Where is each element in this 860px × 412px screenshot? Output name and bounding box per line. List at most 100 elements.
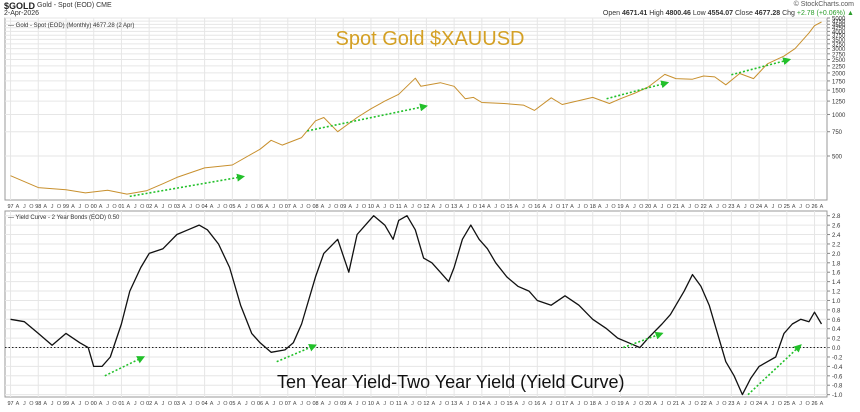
series-legend: — Gold - Spot (EOD) (Monthly) 4677.28 (2… <box>8 23 134 29</box>
x-month-label: A <box>237 204 241 210</box>
x-year-label: 08 <box>312 204 318 210</box>
x-month-label: O <box>112 204 117 210</box>
x-year-label: 19 <box>617 401 623 407</box>
x-month-label: J <box>23 401 26 407</box>
x-year-label: 26 <box>811 204 817 210</box>
x-year-label: 06 <box>257 401 263 407</box>
x-month-label: J <box>217 401 220 407</box>
x-month-label: J <box>578 204 581 210</box>
y-tick-label: 0.8 <box>832 308 841 314</box>
x-year-label: 13 <box>451 401 457 407</box>
x-month-label: A <box>598 401 602 407</box>
x-month-label: O <box>611 204 616 210</box>
x-month-label: O <box>140 204 145 210</box>
x-year-label: 14 <box>479 401 485 407</box>
x-month-label: O <box>57 401 62 407</box>
x-month-label: O <box>112 401 117 407</box>
y-tick-label: 500 <box>832 155 843 161</box>
x-month-label: A <box>16 401 20 407</box>
x-year-label: 05 <box>229 204 235 210</box>
x-month-label: O <box>251 204 256 210</box>
y-tick-label: 2750 <box>832 52 846 58</box>
x-month-label: A <box>515 204 519 210</box>
y-tick-label: 5000 <box>832 17 846 23</box>
x-year-label: 04 <box>202 204 208 210</box>
x-month-label: J <box>439 204 442 210</box>
x-month-label: A <box>265 401 269 407</box>
x-year-label: 23 <box>728 204 734 210</box>
x-month-label: O <box>473 204 478 210</box>
quote-readout: Open 4671.41 High 4800.46 Low 4554.07 Cl… <box>603 10 854 17</box>
x-month-label: A <box>99 204 103 210</box>
x-month-label: A <box>570 204 574 210</box>
x-month-label: A <box>542 204 546 210</box>
chg-label: Chg <box>782 10 795 17</box>
x-month-label: O <box>279 204 284 210</box>
x-month-label: J <box>245 401 248 407</box>
x-month-label: J <box>51 401 54 407</box>
x-month-label: A <box>71 401 75 407</box>
y-tick-label: 2.0 <box>832 252 841 258</box>
x-year-label: 07 <box>285 204 291 210</box>
x-month-label: O <box>140 401 145 407</box>
x-year-label: 00 <box>91 204 97 210</box>
x-year-label: 22 <box>701 204 707 210</box>
x-year-label: 99 <box>63 401 69 407</box>
gold-price-line <box>10 21 822 195</box>
x-month-label: A <box>348 204 352 210</box>
y-tick-label: 4250 <box>832 26 846 32</box>
x-month-label: J <box>23 204 26 210</box>
x-month-label: A <box>515 401 519 407</box>
x-year-label: 15 <box>507 401 513 407</box>
x-month-label: O <box>85 204 90 210</box>
high-label: High <box>649 10 664 17</box>
x-year-label: 98 <box>35 401 41 407</box>
x-month-label: A <box>376 204 380 210</box>
x-month-label: J <box>356 401 359 407</box>
x-month-label: O <box>362 204 367 210</box>
x-month-label: O <box>667 401 672 407</box>
x-month-label: O <box>279 401 284 407</box>
x-year-label: 24 <box>756 401 762 407</box>
x-month-label: J <box>78 204 81 210</box>
close-label: Close <box>734 10 753 17</box>
x-month-label: J <box>189 204 192 210</box>
open-value: 4671.41 <box>621 10 648 17</box>
y-tick-label: 1500 <box>832 89 846 95</box>
x-year-label: 23 <box>728 401 734 407</box>
y-tick-label: -0.2 <box>832 355 843 361</box>
x-month-label: O <box>168 401 173 407</box>
x-month-label: J <box>494 401 497 407</box>
x-year-label: 98 <box>35 204 41 210</box>
x-year-label: 09 <box>340 401 346 407</box>
x-month-label: O <box>223 204 228 210</box>
x-month-label: O <box>196 204 201 210</box>
y-tick-label: 1.8 <box>832 261 841 267</box>
x-month-label: A <box>681 204 685 210</box>
x-year-label: 00 <box>91 401 97 407</box>
x-month-label: J <box>411 401 414 407</box>
x-year-label: 18 <box>590 401 596 407</box>
chg-value: +2.78 (+0.06%) ▲ <box>796 10 854 17</box>
x-month-label: J <box>716 401 719 407</box>
x-year-label: 99 <box>63 204 69 210</box>
x-year-label: 20 <box>645 204 651 210</box>
x-month-label: A <box>487 204 491 210</box>
x-month-label: J <box>134 204 137 210</box>
x-year-label: 11 <box>396 204 402 210</box>
series-legend: — Yield Curve - 2 Year Bonds (EOD) 0.50 <box>8 215 120 221</box>
x-month-label: O <box>584 401 589 407</box>
x-month-label: O <box>528 401 533 407</box>
x-month-label: J <box>300 204 303 210</box>
x-month-label: J <box>51 204 54 210</box>
close-value: 4677.28 <box>754 10 781 17</box>
x-month-label: O <box>445 204 450 210</box>
y-tick-label: 1000 <box>832 113 846 119</box>
x-month-label: J <box>411 204 414 210</box>
y-tick-label: 1.6 <box>832 271 841 277</box>
x-month-label: A <box>820 204 824 210</box>
x-month-label: J <box>328 401 331 407</box>
trend-arrow <box>747 344 802 396</box>
y-tick-label: 0.4 <box>832 327 841 333</box>
low-value: 4554.07 <box>707 10 733 17</box>
